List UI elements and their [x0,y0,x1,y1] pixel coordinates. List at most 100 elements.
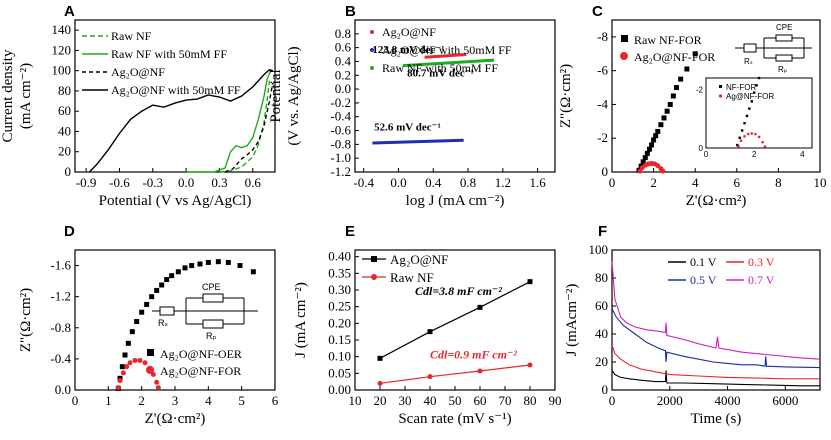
x-tick-label: 2 [138,393,145,408]
x-tick-label: 3 [172,393,179,408]
y-tick-label: 0.0 [55,382,71,397]
x-tick-label: 2000 [657,393,683,408]
data-point [640,159,646,165]
inset-y-tick-label: 0 [699,144,704,153]
x-tick-label: 10 [349,393,362,408]
x-tick-label: 50 [449,393,462,408]
y-tick-label: 0.10 [328,349,351,364]
x-tick-label: 6 [272,393,279,408]
x-axis-label: Z'(Ω·cm²) [145,411,206,427]
y-tick-label: -1.2 [330,164,351,179]
legend-entry: Ag₂O@NF with 50mM FF [382,43,512,57]
x-tick-label: 1.6 [529,175,546,190]
legend-entry: 0.1 V [690,255,717,269]
data-point [155,385,161,391]
data-point [692,51,698,57]
data-point [664,108,670,114]
legend-entry: 0.3 V [748,255,775,269]
equivalent-circuit: CPE Rₛ Rₚ [735,23,812,74]
x-tick-label: 1 [105,393,112,408]
y-tick-label: 60 [595,298,608,313]
panel-E: 10 20 30 40 50 60 70 80 900.000.050.100.150.200.… [293,223,562,427]
inset-point [736,143,739,147]
cpe-label: CPE [776,23,792,32]
data-point [477,368,483,374]
data-point [197,261,203,267]
data-point [684,66,690,72]
resistor-rp [775,54,793,62]
y-tick-label: 0.8 [335,26,351,41]
x-tick-label: 1.2 [495,175,511,190]
equivalent-circuit: CPE Rₛ Rₚ [152,282,258,341]
x-tick-label: 8 [775,175,782,190]
legend-entry: Ag₂O@NF [111,65,165,79]
y-tick-label: -0.8 [330,136,351,151]
y-tick-label: 0.00 [328,382,351,397]
x-tick-label: -0.3 [142,175,163,190]
data-point [119,364,125,370]
y-tick-label: 40 [58,123,71,138]
inset-y-tick-label: -2 [696,86,704,95]
panel-label: F [598,223,607,240]
legend-entry: Ag₂O@NF-FOR [160,364,241,378]
x-axis-label: Scan rate (mV s⁻¹) [398,411,511,427]
y-tick-label: 0.35 [328,265,351,280]
data-point [154,287,160,293]
series-line [224,82,274,173]
y-axis-label-units: (V vs. Ag/AgCl) [286,46,302,145]
y-tick-label: 80 [58,83,71,98]
inset-x-tick-label: 4 [800,150,805,159]
x-tick-label: 0.3 [211,175,227,190]
x-tick-label: 4 [205,393,212,408]
x-axis-label: Potential (V vs Ag/AgCl) [99,193,252,209]
y-axis-label: J (mA cm⁻²) [293,282,309,358]
legend-marker [370,30,374,34]
y-tick-label: -2 [597,130,608,145]
x-tick-label: 40 [424,393,437,408]
inset-point [739,139,743,143]
data-point [132,357,138,363]
y-tick-label: -6 [597,63,608,78]
data-point [182,265,188,271]
x-tick-label: 80 [524,393,537,408]
data-point [649,142,655,148]
data-point [377,355,383,361]
slope-annotation: 80.7 mV dec⁻¹ [407,68,474,80]
data-point [651,137,657,143]
x-tick-label: 0.8 [460,175,476,190]
inset-x-tick-label: 2 [752,150,757,159]
legend-marker [146,366,154,374]
data-point [115,385,121,391]
data-point [427,374,433,380]
resistor-rs [159,306,175,316]
rs-label: Rₛ [158,318,168,328]
data-point [144,301,150,307]
inset-point [746,132,750,136]
series-line [611,308,821,369]
data-point [134,319,140,325]
x-tick-label: 0.4 [425,175,442,190]
panel-C: 0 2 4 6 8 10 0 -2 -4 -6 -8 Z'(Ω·cm²) Z"(Ω·cm²) C Raw N… [558,3,827,209]
data-point [661,115,667,121]
y-tick-label: 0 [602,382,609,397]
data-point [117,378,123,384]
data-point [642,155,648,161]
y-tick-label: 0.4 [335,53,352,68]
inset-legend-entry: Ag@NF-FOR [726,92,774,101]
data-point [527,362,533,368]
y-tick-label: -8 [597,29,608,44]
legend-entry: Raw NF [111,29,152,43]
inset-point [763,145,767,148]
data-point [678,76,684,82]
y-tick-label: 0.15 [328,332,351,347]
panel-label: D [64,223,75,240]
data-point [125,340,131,346]
legend-entry: Raw NF with 50mM FF [111,47,227,61]
inset-point [743,135,746,138]
y-tick-label: 0.05 [328,365,351,380]
data-point [127,360,133,366]
inset-point [738,136,741,139]
y-tick-label: -4 [597,96,608,111]
